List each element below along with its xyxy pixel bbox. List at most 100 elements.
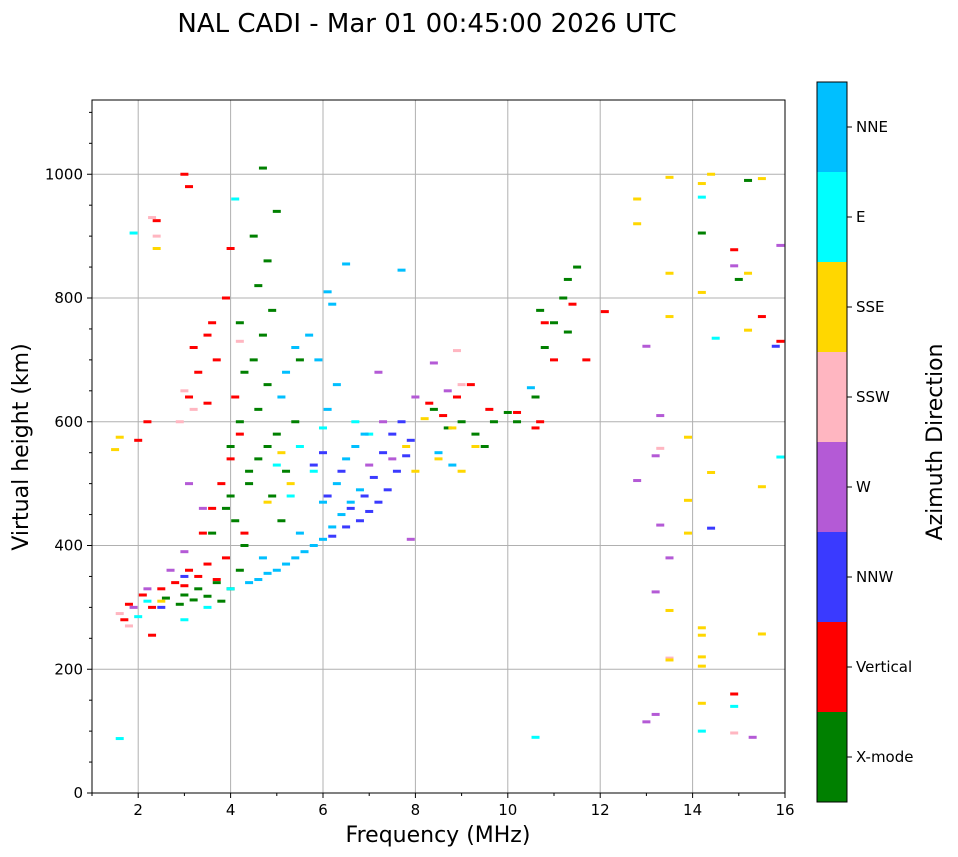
echo-point (171, 581, 180, 585)
echo-point (526, 386, 535, 390)
echo-point (471, 432, 480, 436)
echo-point (189, 407, 198, 411)
echo-point (471, 445, 480, 448)
echo-point (379, 451, 388, 455)
echo-point (513, 420, 522, 424)
echo-point (240, 544, 249, 547)
echo-point (115, 435, 124, 439)
echo-point (466, 383, 475, 387)
echo-point (536, 420, 545, 424)
echo-point (513, 410, 522, 414)
echo-point (697, 664, 706, 668)
echo-point (231, 395, 240, 399)
colorbar-tick-label: NNE (856, 118, 888, 136)
plot-frame (91, 99, 786, 794)
colorbar: X-mode Vertical NNW W SSW SSE E NNE (816, 81, 913, 803)
echo-point (161, 596, 170, 600)
echo-point (323, 494, 332, 498)
echo-point (730, 248, 739, 252)
echo-point (258, 556, 267, 560)
echo-point (360, 432, 369, 436)
echo-point (707, 470, 716, 474)
echo-point (536, 308, 545, 312)
echo-point (730, 731, 739, 735)
echo-point (697, 655, 706, 659)
echo-point (129, 231, 138, 235)
echo-point (323, 290, 332, 294)
echo-point (180, 389, 189, 393)
echo-point (434, 451, 443, 455)
x-tick-label: 10 (498, 801, 517, 819)
y-axis-label: Virtual height (km) (9, 343, 34, 550)
echo-point (665, 556, 674, 560)
echo-point (402, 454, 411, 458)
echo-point (295, 445, 304, 448)
echo-point (697, 701, 706, 705)
echo-point (448, 426, 457, 430)
echo-point (226, 247, 235, 250)
echo-point (443, 426, 452, 430)
echo-point (351, 420, 360, 424)
colorbar-label: Azimuth Direction (923, 343, 948, 540)
echo-point (355, 519, 364, 523)
plot-points (111, 166, 785, 741)
colorbar-segment (817, 712, 847, 802)
echo-point (365, 463, 374, 467)
colorbar-segment (817, 82, 847, 172)
echo-point (531, 395, 540, 399)
echo-point (249, 234, 258, 238)
echo-point (212, 578, 221, 582)
echo-point (697, 290, 706, 294)
echo-point (452, 395, 461, 399)
echo-point (143, 599, 152, 603)
echo-point (457, 383, 466, 387)
echo-point (397, 268, 406, 272)
echo-point (157, 599, 166, 603)
echo-point (249, 358, 258, 362)
echo-point (277, 451, 286, 455)
echo-point (656, 523, 665, 527)
echo-point (319, 500, 327, 504)
echo-point (272, 209, 281, 213)
echo-point (707, 172, 716, 176)
echo-point (180, 172, 189, 176)
echo-point (221, 506, 230, 510)
echo-point (217, 482, 226, 486)
echo-point (282, 562, 291, 566)
echo-point (226, 445, 235, 448)
echo-point (291, 420, 300, 424)
echo-point (600, 310, 609, 314)
echo-point (189, 598, 198, 602)
echo-point (319, 451, 327, 455)
echo-point (457, 469, 466, 473)
echo-point (180, 584, 189, 588)
echo-point (337, 469, 346, 473)
x-axis-label: Frequency (MHz) (346, 823, 531, 848)
echo-point (212, 358, 221, 362)
echo-point (730, 264, 739, 268)
echo-point (651, 712, 660, 716)
echo-point (730, 704, 739, 708)
echo-point (665, 658, 674, 662)
echo-point (697, 633, 706, 637)
echo-point (360, 494, 369, 498)
echo-point (124, 624, 133, 628)
y-tick-label: 400 (54, 537, 83, 555)
series-nne (245, 262, 535, 585)
echo-point (411, 395, 420, 399)
echo-point (656, 446, 665, 450)
series-e (115, 195, 785, 741)
echo-point (305, 333, 314, 337)
echo-point (295, 358, 304, 362)
echo-point (563, 277, 572, 281)
echo-point (309, 544, 318, 547)
x-tick-label: 4 (226, 801, 236, 819)
echo-point (152, 219, 161, 223)
echo-point (157, 605, 166, 609)
echo-point (697, 626, 706, 630)
echo-point (185, 568, 194, 572)
colorbar-tick-label: SSE (856, 298, 885, 316)
echo-point (757, 315, 766, 319)
x-tick-label: 14 (683, 801, 702, 819)
echo-point (115, 612, 124, 616)
